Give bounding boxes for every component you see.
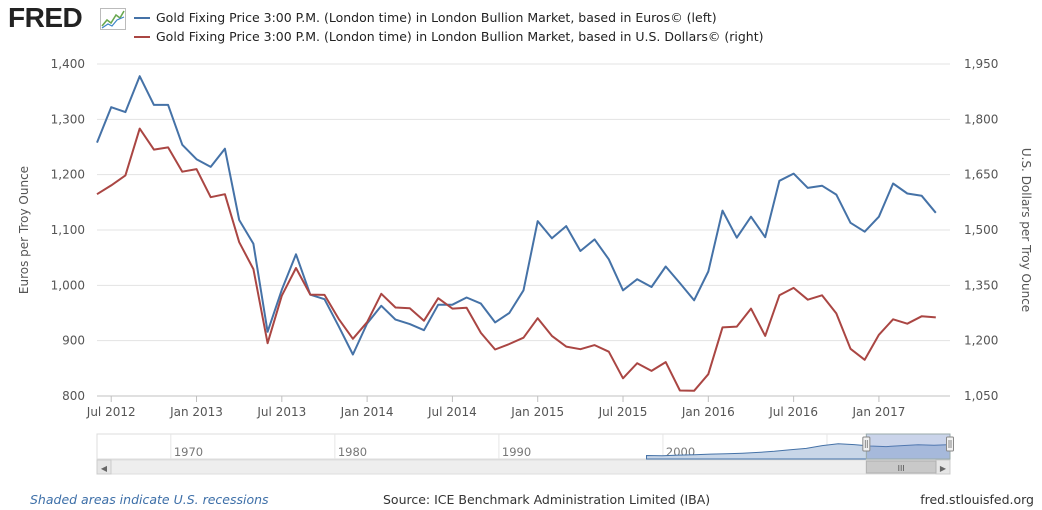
site-link[interactable]: fred.stlouisfed.org: [920, 492, 1034, 507]
navigator-series-area: [645, 443, 951, 460]
x-axis: Jul 2012 Jan 2013 Jul 2013 Jan 2014 Jul 2014…: [86, 395, 950, 419]
scroll-left-button[interactable]: [96, 459, 112, 475]
legend-item-dollars[interactable]: Gold Fixing Price 3:00 P.M. (London time…: [134, 27, 763, 46]
navigator-tick-label: 1970: [174, 445, 203, 459]
recession-note[interactable]: Shaded areas indicate U.S. recessions: [30, 492, 269, 507]
y-left-tick-label: 1,300: [51, 112, 85, 126]
fred-logo[interactable]: FRED: [8, 2, 126, 36]
x-tick-label: Jul 2013: [256, 405, 306, 419]
x-tick-label: Jan 2017: [851, 405, 905, 419]
scroll-left-icon: ◀: [101, 464, 108, 473]
y-right-tick-label: 1,050: [964, 389, 998, 403]
y-axis-right-title: U.S. Dollars per Troy Ounce: [1019, 148, 1033, 312]
y-right-tick-label: 1,200: [964, 334, 998, 348]
y-right-tick-label: 1,950: [964, 57, 998, 71]
x-tick-label: Jul 2016: [768, 405, 818, 419]
y-left-tick-label: 900: [62, 334, 85, 348]
navigator-handle-left[interactable]: [862, 436, 871, 452]
navigator-tick-label: 1990: [502, 445, 531, 459]
scrollbar-thumb-grip: III: [898, 464, 905, 473]
y-right-tick-label: 1,350: [964, 278, 998, 292]
scroll-right-icon: ▶: [940, 464, 947, 473]
y-right-tick-label: 1,650: [964, 168, 998, 182]
y-right-tick-label: 1,500: [964, 223, 998, 237]
chart-icon: [100, 8, 126, 30]
legend-label-euros: Gold Fixing Price 3:00 P.M. (London time…: [156, 10, 717, 25]
navigator-tick-label: 1980: [338, 445, 367, 459]
navigator-window[interactable]: [865, 433, 951, 460]
x-tick-label: Jul 2014: [427, 405, 477, 419]
y-axis-right: 1,050 1,200 1,350 1,500 1,650 1,800 1,950: [964, 57, 998, 403]
y-left-tick-label: 1,100: [51, 223, 85, 237]
y-axis-left: 800 900 1,000 1,100 1,200 1,300 1,400: [51, 57, 85, 403]
y-left-tick-label: 800: [62, 389, 85, 403]
y-left-tick-label: 1,000: [51, 278, 85, 292]
series-line-euros[interactable]: [96, 75, 937, 356]
y-right-tick-label: 1,800: [964, 112, 998, 126]
legend-item-euros[interactable]: Gold Fixing Price 3:00 P.M. (London time…: [134, 8, 763, 27]
series-layer: [96, 75, 937, 392]
legend-label-dollars: Gold Fixing Price 3:00 P.M. (London time…: [156, 29, 764, 44]
x-tick-label: Jan 2013: [169, 405, 223, 419]
legend-swatch-euros: [134, 16, 150, 19]
x-tick-label: Jan 2015: [510, 405, 564, 419]
legend: Gold Fixing Price 3:00 P.M. (London time…: [134, 8, 763, 46]
y-left-tick-label: 1,200: [51, 168, 85, 182]
fred-logo-text: FRED: [8, 2, 83, 33]
legend-swatch-dollars: [134, 35, 150, 38]
y-axis-left-title: Euros per Troy Ounce: [17, 166, 31, 294]
x-tick-label: Jul 2012: [86, 405, 136, 419]
x-tick-label: Jul 2015: [598, 405, 648, 419]
source-note: Source: ICE Benchmark Administration Lim…: [383, 492, 711, 507]
x-tick-label: Jan 2016: [681, 405, 735, 419]
navigator-handle-right[interactable]: [946, 436, 954, 452]
chart: 800 900 1,000 1,100 1,200 1,300 1,400 1,050 1,2…: [17, 57, 1033, 475]
scrollbar[interactable]: ◀ ▶ III: [96, 459, 951, 475]
navigator[interactable]: 19701980199020002010: [96, 433, 954, 460]
y-left-tick-label: 1,400: [51, 57, 85, 71]
scrollbar-track[interactable]: [96, 459, 951, 475]
x-tick-label: Jan 2014: [340, 405, 394, 419]
series-line-dollars[interactable]: [96, 127, 936, 392]
scrollbar-thumb[interactable]: [865, 460, 937, 474]
